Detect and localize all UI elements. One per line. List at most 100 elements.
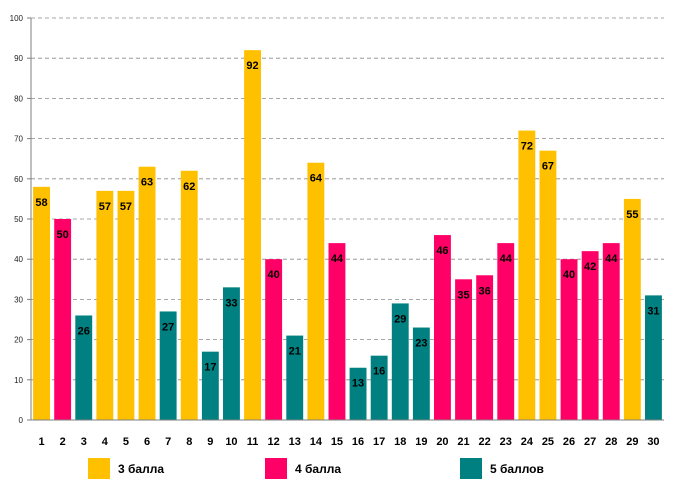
bar [581, 251, 599, 420]
data-label: 40 [563, 269, 575, 281]
bar [265, 259, 283, 420]
data-label: 27 [162, 321, 174, 333]
bar [328, 243, 346, 420]
bar [476, 275, 494, 420]
bar [244, 50, 261, 420]
x-tick-label: 13 [289, 436, 301, 448]
grid-lines [31, 17, 664, 381]
data-label: 31 [647, 305, 659, 317]
data-label: 26 [78, 325, 90, 337]
x-tick-label: 19 [415, 436, 427, 448]
y-tick-label: 60 [14, 175, 23, 184]
x-tick-label: 26 [563, 436, 575, 448]
data-label: 62 [183, 181, 195, 193]
data-label: 64 [310, 173, 323, 185]
x-tick-label: 8 [186, 436, 192, 448]
data-label: 17 [204, 362, 216, 374]
data-label: 44 [605, 253, 618, 265]
y-tick-label: 30 [14, 295, 23, 304]
x-tick-label: 15 [331, 436, 343, 448]
legend-label: 5 баллов [490, 462, 544, 476]
x-tick-label: 11 [247, 436, 259, 448]
bar [223, 287, 240, 420]
x-tick-label: 14 [310, 436, 323, 448]
bar [117, 190, 135, 420]
x-tick-label: 10 [225, 436, 237, 448]
bar [201, 351, 219, 420]
bar [96, 190, 114, 420]
data-label: 63 [141, 177, 153, 189]
bars [33, 50, 662, 420]
data-label: 50 [57, 229, 69, 241]
x-tick-label: 20 [436, 436, 448, 448]
data-label: 58 [35, 197, 47, 209]
bar [159, 311, 177, 420]
bar [180, 170, 198, 420]
x-tick-label: 30 [647, 436, 659, 448]
y-axis-ticks: 0 10 20 30 40 50 60 70 80 90 100 [10, 14, 31, 425]
data-label: 57 [120, 201, 132, 213]
data-label: 44 [500, 253, 513, 265]
data-label: 33 [225, 297, 237, 309]
data-label: 29 [394, 313, 406, 325]
y-tick-label: 20 [14, 336, 23, 345]
x-tick-label: 1 [38, 436, 44, 448]
legend-swatch [460, 458, 482, 479]
x-tick-label: 4 [102, 436, 109, 448]
bar [391, 303, 409, 420]
data-label: 36 [479, 285, 491, 297]
x-tick-label: 12 [268, 436, 280, 448]
data-label: 35 [457, 289, 469, 301]
data-label: 72 [521, 141, 533, 153]
x-tick-label: 27 [584, 436, 596, 448]
x-tick-label: 23 [500, 436, 512, 448]
bar [307, 162, 325, 420]
data-label: 16 [373, 366, 385, 378]
bar [412, 327, 430, 420]
data-label: 46 [436, 245, 448, 257]
bar [518, 130, 536, 420]
data-label: 23 [415, 338, 427, 350]
x-tick-label: 16 [352, 436, 364, 448]
bar [286, 335, 304, 420]
x-tick-label: 6 [144, 436, 150, 448]
legend-swatch [88, 458, 110, 479]
data-label: 42 [584, 261, 596, 273]
y-tick-label: 80 [14, 94, 23, 103]
x-tick-label: 3 [81, 436, 87, 448]
data-label: 55 [626, 209, 638, 221]
legend-swatch [265, 458, 287, 479]
bar [623, 198, 641, 420]
y-tick-label: 10 [14, 376, 23, 385]
y-tick-label: 100 [10, 14, 24, 23]
x-tick-label: 9 [207, 436, 213, 448]
x-tick-label: 28 [605, 436, 617, 448]
x-tick-label: 17 [373, 436, 385, 448]
data-label: 13 [352, 378, 364, 390]
y-tick-label: 0 [19, 416, 24, 425]
bar [370, 355, 388, 420]
bar [455, 279, 472, 420]
legend-label: 4 балла [295, 462, 341, 476]
data-label: 57 [99, 201, 111, 213]
bar [497, 243, 515, 420]
data-label: 40 [268, 269, 280, 281]
x-tick-label: 24 [521, 436, 534, 448]
legend-label: 3 балла [118, 462, 164, 476]
bar [349, 367, 367, 420]
y-tick-label: 40 [14, 255, 23, 264]
bar [138, 166, 156, 420]
bar [539, 150, 557, 420]
x-tick-label: 5 [123, 436, 129, 448]
bar [602, 243, 620, 420]
y-tick-label: 90 [14, 54, 23, 63]
x-tick-label: 21 [457, 436, 469, 448]
x-tick-label: 7 [165, 436, 171, 448]
x-tick-label: 29 [626, 436, 638, 448]
bar [75, 315, 93, 420]
x-tick-label: 2 [60, 436, 66, 448]
legend: 3 балла 4 балла 5 баллов [88, 458, 544, 479]
x-tick-label: 25 [542, 436, 554, 448]
data-labels: 58 50 26 57 57 63 27 62 17 33 92 40 21 64 44 13 16 29 23 46… [35, 60, 659, 390]
